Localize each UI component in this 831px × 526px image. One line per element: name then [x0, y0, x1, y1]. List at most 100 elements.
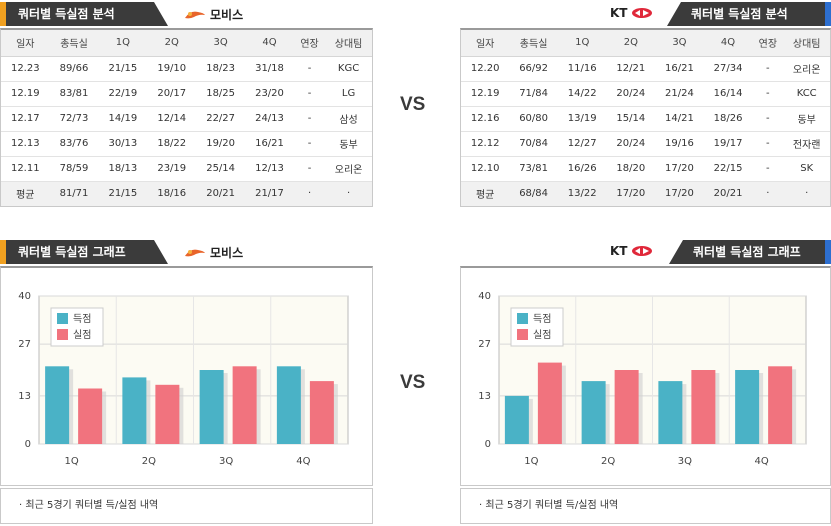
average-row: 평균 81/71 21/15 18/16 20/21 21/17 · ·	[1, 181, 372, 206]
bar	[504, 395, 529, 444]
away-note-text: 최근 5경기 쿼터별 득/실점 내역	[485, 500, 619, 511]
table-cell: 30/13	[98, 131, 148, 157]
legend-label: 득점	[73, 313, 91, 325]
table-cell: 16/26	[557, 156, 607, 182]
table-cell: 12.20	[461, 56, 510, 82]
table-row: 12.11 78/59 18/13 23/19 25/14 12/13- 오리온	[1, 156, 372, 182]
y-tick-label: 27	[18, 339, 31, 350]
home-quarter-table: 일자 총득실 1Q 2Q 3Q 4Q 연장 상대팀 12.23 89/66 21/15 19/10 1…	[0, 28, 373, 207]
column-header: 1Q	[98, 30, 148, 57]
y-tick-label: 13	[18, 391, 31, 402]
legend-swatch	[517, 313, 528, 324]
bar	[122, 377, 147, 444]
table-cell: 오리온	[325, 156, 372, 182]
column-header: 총득실	[509, 30, 558, 57]
table-cell: 18/25	[196, 81, 246, 107]
table-cell: 19/17	[703, 131, 753, 157]
bar	[276, 366, 301, 444]
table-cell: ·	[325, 181, 372, 206]
x-tick-label: 4Q	[296, 456, 310, 467]
table-cell: 12.23	[1, 56, 50, 82]
bar	[581, 381, 606, 444]
table-cell: 12.12	[461, 131, 510, 157]
table-cell: 19/20	[196, 131, 246, 157]
home-chart-note: · 최근 5경기 쿼터별 득/실점 내역	[0, 488, 373, 524]
table-cell: 12.10	[461, 156, 510, 182]
away-team-label: KT	[610, 6, 653, 20]
table-cell: 12/27	[557, 131, 607, 157]
table-cell: 18/23	[196, 56, 246, 82]
table-row: 12.23 89/66 21/15 19/10 18/23 31/18- KGC	[1, 56, 372, 82]
bar	[735, 370, 760, 444]
table-cell: 21/17	[245, 181, 294, 206]
table-cell: -	[752, 131, 784, 157]
legend-label: 득점	[533, 313, 551, 325]
table-cell: -	[293, 156, 326, 182]
table-cell: 13/19	[557, 106, 607, 132]
table-cell: 66/92	[509, 56, 558, 82]
table-cell: 13/22	[557, 181, 607, 206]
column-header: 2Q	[147, 30, 197, 57]
table-cell: 18/26	[703, 106, 753, 132]
table-row: 12.16 60/80 13/19 15/14 14/21 18/26- 동부	[461, 106, 830, 132]
bar	[537, 362, 562, 444]
table-cell: 18/16	[147, 181, 197, 206]
table-cell: 70/84	[509, 131, 558, 157]
table-cell: KCC	[783, 81, 830, 107]
bar	[199, 370, 224, 444]
y-tick-label: 40	[478, 291, 491, 302]
column-header: 총득실	[49, 30, 99, 57]
table-cell: 14/21	[655, 106, 704, 132]
table-cell: 12.17	[1, 106, 50, 132]
legend-swatch	[57, 313, 68, 324]
home-team-name: 모비스	[210, 8, 244, 22]
table-cell: LG	[325, 81, 372, 107]
mobis-logo-icon	[185, 249, 205, 256]
x-tick-label: 1Q	[524, 456, 538, 467]
column-header: 3Q	[655, 30, 704, 57]
table-cell: -	[293, 56, 326, 82]
column-header: 일자	[1, 30, 50, 57]
column-header: 1Q	[557, 30, 607, 57]
bullet-icon: ·	[19, 500, 23, 511]
mobis-logo-icon	[185, 11, 205, 18]
table-cell: 73/81	[509, 156, 558, 182]
table-cell: 오리온	[783, 56, 830, 82]
table-cell: 동부	[325, 131, 372, 157]
away-team-label-2: KT	[610, 244, 653, 258]
table-cell: 20/17	[147, 81, 197, 107]
table-cell: 전자랜	[783, 131, 830, 157]
column-header: 연장	[293, 30, 326, 57]
column-header: 3Q	[196, 30, 246, 57]
table-row: 12.17 72/73 14/19 12/14 22/27 24/13- 삼성	[1, 106, 372, 132]
table-row: 12.10 73/81 16/26 18/20 17/20 22/15- SK	[461, 156, 830, 182]
table-cell: 12.19	[1, 81, 50, 107]
table-row: 12.13 83/76 30/13 18/22 19/20 16/21- 동부	[1, 131, 372, 157]
column-header: 4Q	[703, 30, 753, 57]
table-cell: 20/21	[703, 181, 753, 206]
table-cell: 12.11	[1, 156, 50, 182]
column-header: 2Q	[606, 30, 656, 57]
table-cell: 18/13	[98, 156, 148, 182]
vs-label-top: VS	[400, 94, 426, 115]
table-cell: 19/10	[147, 56, 197, 82]
bar	[309, 381, 334, 444]
legend-swatch	[57, 329, 68, 340]
table-cell: 17/20	[655, 181, 704, 206]
home-note-text: 최근 5경기 쿼터별 득/실점 내역	[25, 500, 159, 511]
table-cell: 25/14	[196, 156, 246, 182]
column-header: 연장	[752, 30, 784, 57]
table-cell: -	[752, 81, 784, 107]
table-cell: 평균	[1, 181, 50, 206]
home-table-title: 쿼터별 득실점 분석	[0, 2, 168, 26]
table-cell: 16/21	[655, 56, 704, 82]
kt-logo-icon	[632, 8, 653, 18]
table-cell: 20/24	[606, 81, 656, 107]
table-cell: 72/73	[49, 106, 99, 132]
table-cell: -	[293, 106, 326, 132]
table-cell: 19/16	[655, 131, 704, 157]
table-cell: 22/27	[196, 106, 246, 132]
table-cell: 11/16	[557, 56, 607, 82]
away-analysis-panel: KT 쿼터별 득실점 분석 일자 총득실 1Q 2Q 3Q 4Q 연장 상대팀 12.20 66…	[460, 0, 831, 210]
